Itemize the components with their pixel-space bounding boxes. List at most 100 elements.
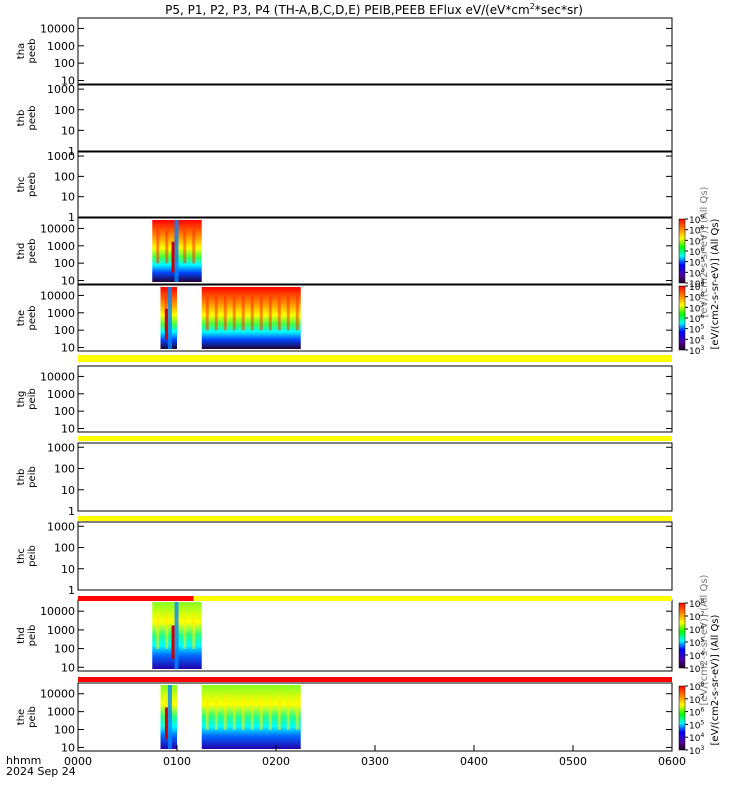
y-axis-label-probe: thb: [16, 110, 27, 127]
y-axis-label-probe: the: [16, 709, 27, 725]
y-axis-label-probe: tha: [16, 43, 27, 59]
panel-frame: [77, 17, 673, 85]
spectrogram-stripe: [259, 694, 263, 730]
colorbar-tick-label: 106: [689, 624, 704, 636]
spectrogram-spike: [174, 220, 179, 282]
x-tick-label: 0600: [658, 755, 686, 768]
x-tick-label: 0500: [559, 755, 587, 768]
spectrogram-stripe: [250, 296, 254, 331]
colorbar-tick-label: 108: [689, 292, 704, 304]
y-axis-label-product: peib: [27, 545, 38, 567]
panel-thb-peeb: 1 10 100 1000 thb peeb: [16, 83, 673, 158]
y-tick-label: 1000: [47, 240, 75, 253]
panel-thd-peeb: 10 100 1000 10000 tha peeb: [16, 17, 673, 88]
colorbar-tick-label: 105: [689, 324, 704, 336]
y-tick-label: 1000: [47, 706, 75, 719]
spectrogram-stripe: [241, 694, 245, 730]
spectrogram-spike: [171, 241, 175, 273]
y-axis-label-product: peib: [27, 625, 38, 647]
spectrogram-stripe: [232, 296, 236, 331]
x-tick-label: 0400: [460, 755, 488, 768]
spectrogram-stripe: [223, 694, 227, 730]
colorbar-tick-label: 107: [689, 611, 704, 623]
x-axis-label-hhmm: hhmm: [6, 754, 41, 767]
colorbar-tick-label: 106: [689, 246, 704, 258]
y-tick-label: 10: [61, 484, 75, 497]
x-tick-label: 0200: [262, 755, 290, 768]
colorbar-tick-label: 109: [689, 281, 704, 293]
spectrogram-stripe: [286, 694, 290, 730]
spectrogram-stripe: [192, 229, 196, 264]
panel-frame: [77, 217, 673, 285]
spectrogram-stripe: [259, 296, 263, 331]
y-axis-label-product: peib: [27, 706, 38, 728]
y-axis-label-product: peib: [27, 466, 38, 488]
colorbar-scale: [678, 602, 686, 669]
y-tick-label: 1000: [47, 520, 75, 533]
panel-thc-peib: 1 10 100 1000 thc peib: [16, 520, 673, 597]
x-axis: 0000 0100 0200 0300 0400 0500 0600: [64, 745, 686, 768]
colorbar-label-electron-overlap: [eV/(cm2-s-sr-eV)] (All Qs): [699, 186, 710, 317]
y-tick-label: 10: [61, 342, 75, 355]
y-tick-label: 100: [54, 57, 75, 70]
y-tick-label: 10000: [40, 605, 75, 618]
spectrogram-spike: [164, 707, 168, 740]
y-tick-label: 1: [68, 211, 75, 224]
spectrogram-spike: [167, 287, 172, 349]
y-tick-label: 100: [54, 542, 75, 555]
colorbar-tick-label: 108: [689, 225, 704, 237]
y-tick-label: 1: [68, 145, 75, 158]
colorbar-tick-label: 109: [689, 214, 704, 226]
y-tick-label: 10: [61, 741, 75, 754]
panel-frame: [77, 365, 673, 433]
colorbar-tick-label: 107: [689, 235, 704, 247]
colorbar-label-ion: [eV/(cm2-s-sr-eV)] (All Qs): [710, 614, 721, 745]
spectrogram-stripe: [268, 296, 272, 331]
colorbar-scale: [678, 685, 686, 751]
spectrogram-stripe: [277, 694, 281, 730]
spectrogram-stripe: [295, 296, 299, 331]
panel-the-peeb: 10 100 1000 10000 the peeb: [16, 284, 673, 355]
colorbar-label-electron: [eV/(cm2-s-sr-eV)] (All Qs): [710, 218, 721, 349]
spectrogram-stripe: [214, 694, 218, 730]
panel-frame: [77, 151, 673, 218]
spectrogram-stripe: [232, 694, 236, 730]
y-tick-label: 1000: [47, 150, 75, 163]
spectrogram-stripe: [192, 612, 196, 649]
colorbar-tick-label: 105: [689, 257, 704, 269]
spectrogram-stripe: [183, 612, 187, 649]
colorbar-tick-label: 103: [689, 345, 704, 357]
spectrogram-stripe: [183, 229, 187, 264]
colorbar-tick-label: 103: [689, 745, 704, 757]
spectrogram-stripe: [295, 694, 299, 730]
y-tick-label: 1000: [47, 307, 75, 320]
y-axis-label-probe: thg: [16, 391, 27, 408]
spectrogram-stripe: [165, 612, 169, 649]
flag-bar: [78, 355, 672, 362]
y-tick-label: 1000: [47, 388, 75, 401]
y-axis-label-probe: the: [16, 310, 27, 326]
y-tick-label: 10: [61, 423, 75, 436]
panel-thd-peib: 10 100 1000 10000 thd peib: [16, 599, 673, 674]
y-tick-label: 10000: [40, 289, 75, 302]
y-tick-label: 1000: [47, 441, 75, 454]
spectrogram-stripe: [286, 296, 290, 331]
x-tick-label: 0000: [64, 755, 92, 768]
y-tick-label: 10: [61, 124, 75, 137]
x-tick-label: 0100: [163, 755, 191, 768]
y-tick-label: 100: [54, 643, 75, 656]
colorbar-tick-label: 108: [689, 598, 704, 610]
spectrogram-spike: [164, 308, 168, 340]
spectrogram-stripe: [165, 229, 169, 264]
colorbar-tick-label: 104: [689, 334, 704, 346]
colorbar-tick-label: 107: [689, 694, 704, 706]
panel-thc-peeb: 1 10 100 1000 thc peeb: [16, 150, 673, 224]
panel-thd-peeb: 10 100 1000 10000 thd peeb: [16, 217, 673, 288]
y-tick-label: 10000: [40, 22, 75, 35]
colorbar-tick-label: 106: [689, 313, 704, 325]
y-tick-label: 10000: [40, 688, 75, 701]
y-tick-label: 10: [61, 191, 75, 204]
